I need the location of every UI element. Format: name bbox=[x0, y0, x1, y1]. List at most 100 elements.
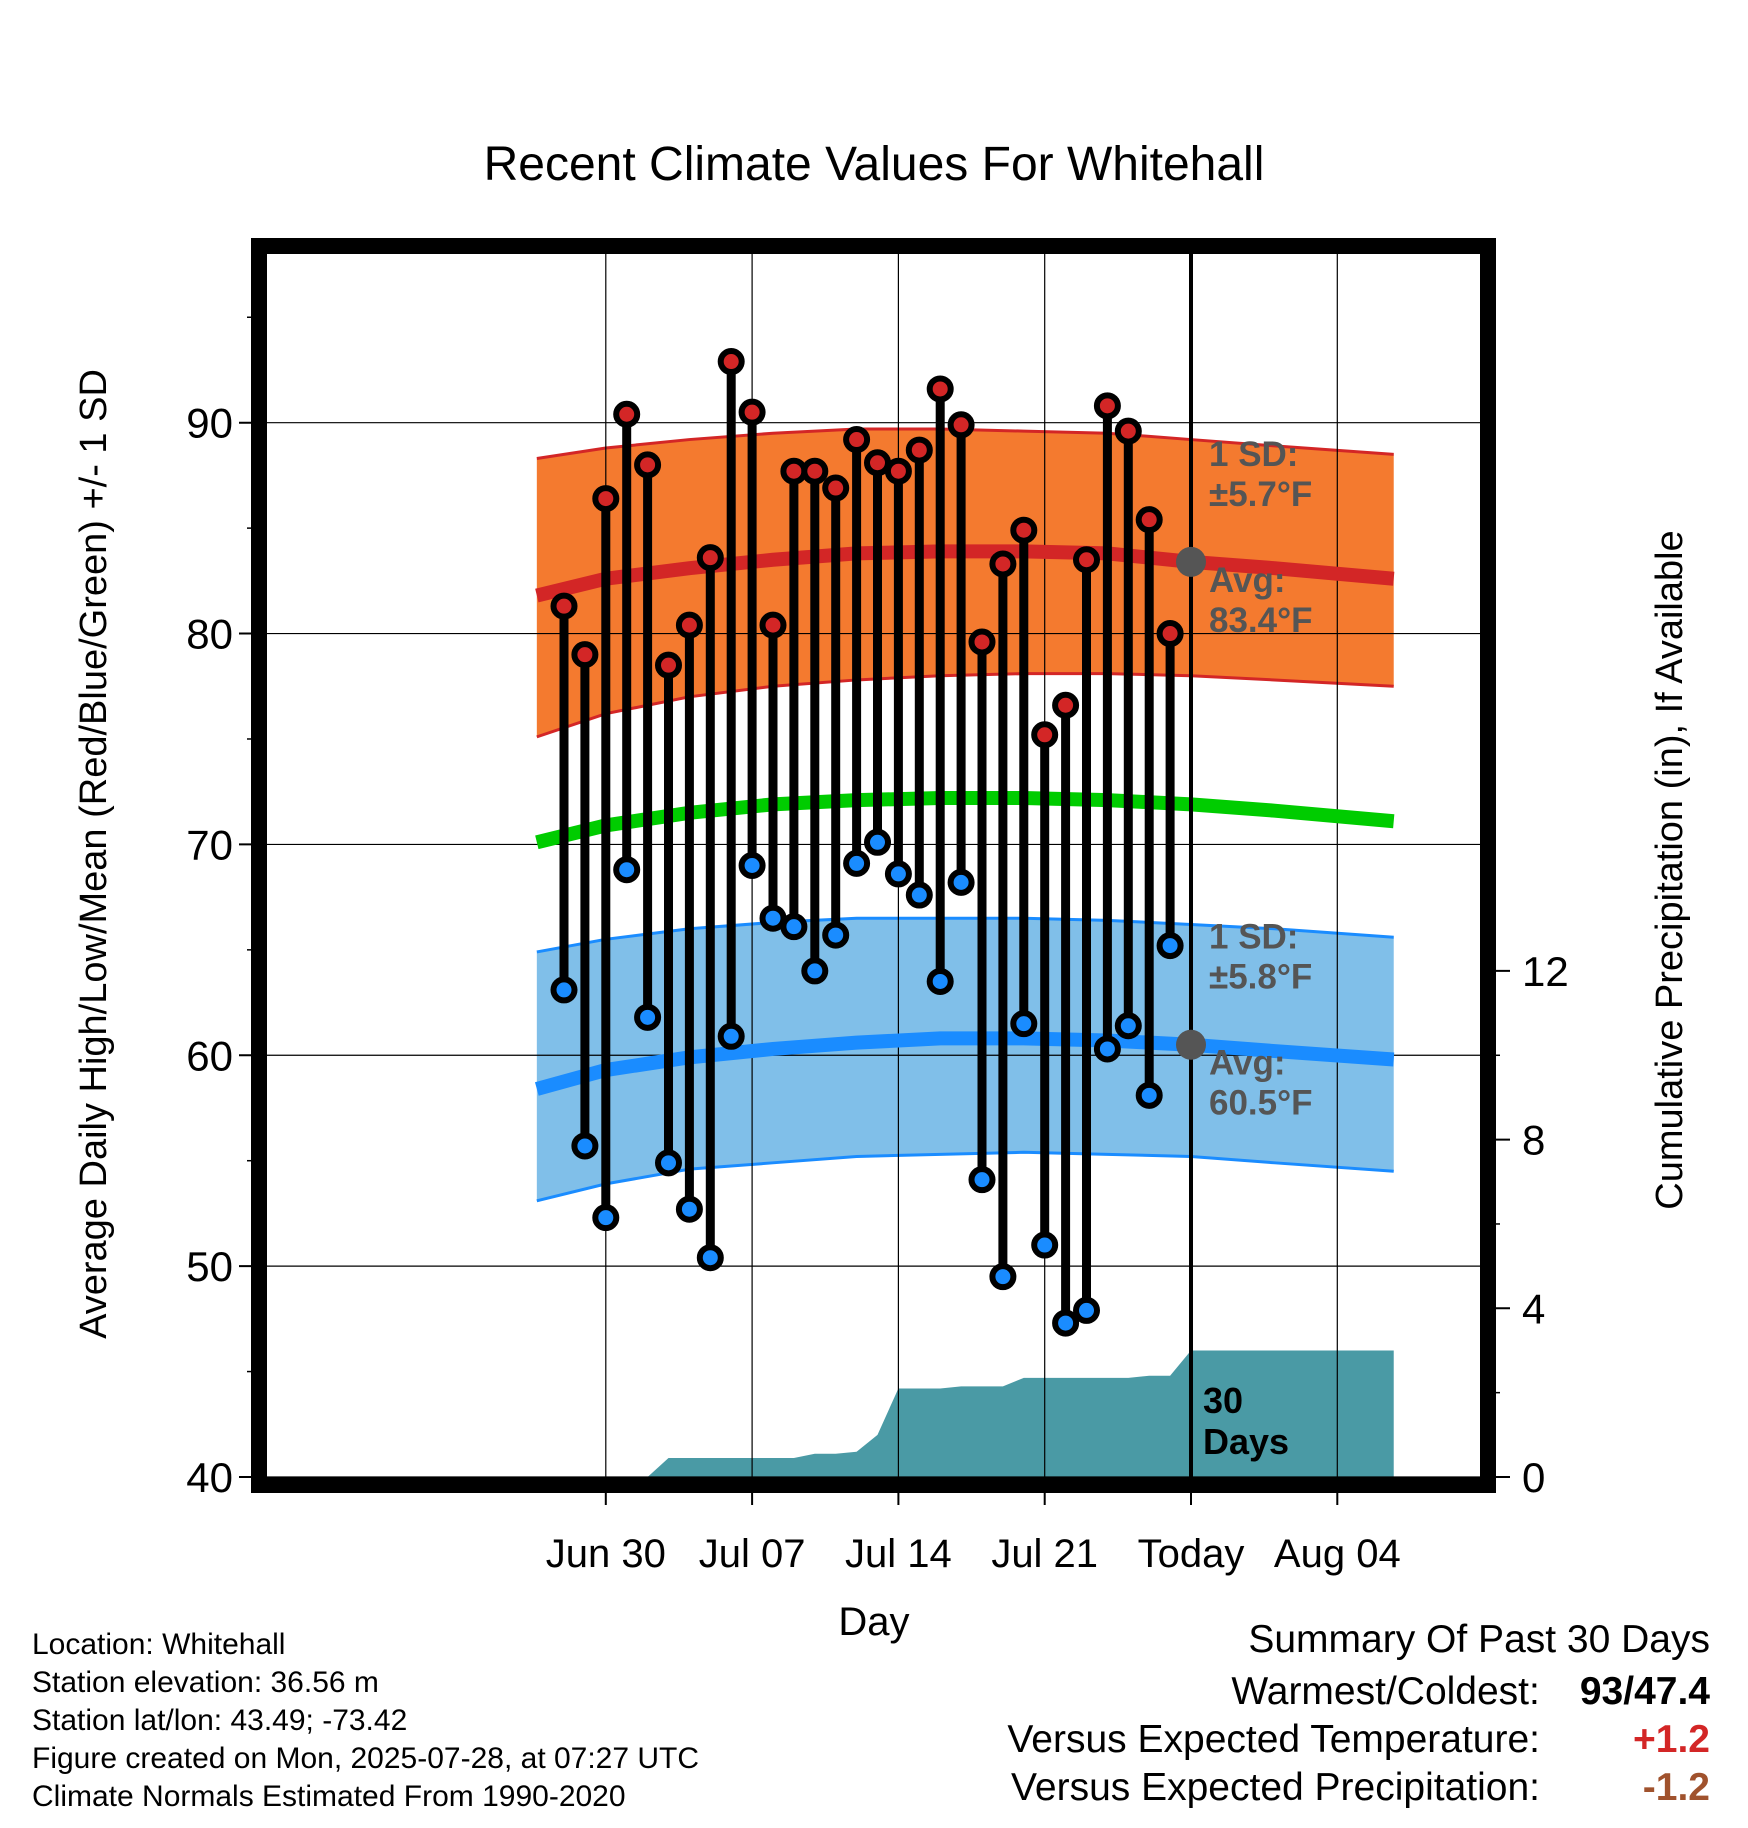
high-avg-label: Avg: bbox=[1209, 561, 1285, 600]
daily-low-point bbox=[550, 976, 578, 1004]
daily-low-point bbox=[905, 881, 933, 909]
precip-area bbox=[536, 1350, 1394, 1477]
daily-low-point bbox=[1010, 1010, 1038, 1038]
daily-low-point bbox=[1156, 932, 1184, 960]
chart-title: Recent Climate Values For Whitehall bbox=[484, 138, 1265, 191]
precip-label: Versus Expected Precipitation: bbox=[1011, 1766, 1540, 1809]
warm-cold-value: 93/47.4 bbox=[1580, 1670, 1710, 1714]
window-label-days: Days bbox=[1203, 1421, 1289, 1462]
daily-high-point bbox=[843, 426, 871, 454]
y2-tick-label: 12 bbox=[1522, 948, 1569, 995]
daily-low-point bbox=[613, 856, 641, 884]
daily-low-point bbox=[989, 1263, 1017, 1291]
daily-low-point bbox=[843, 849, 871, 877]
summary-warm-cold: Warmest/Coldest: 93/47.4 bbox=[1007, 1670, 1710, 1714]
daily-low-point bbox=[759, 904, 787, 932]
y-tick-label: 50 bbox=[186, 1243, 233, 1290]
daily-high-point bbox=[1073, 546, 1100, 574]
daily-low-point bbox=[1073, 1296, 1100, 1324]
temp-label: Versus Expected Temperature: bbox=[1007, 1718, 1540, 1761]
daily-low-point bbox=[801, 957, 829, 985]
daily-low-point bbox=[968, 1166, 996, 1194]
x-tick-label: Today bbox=[1138, 1532, 1245, 1576]
meta-created: Figure created on Mon, 2025-07-28, at 07… bbox=[32, 1742, 700, 1775]
daily-high-point bbox=[550, 592, 578, 620]
daily-low-point bbox=[1135, 1081, 1163, 1109]
daily-low-point bbox=[780, 913, 808, 941]
low-sd-value: ±5.8°F bbox=[1209, 958, 1312, 997]
summary-precip: Versus Expected Precipitation: -1.2 bbox=[1007, 1766, 1710, 1810]
daily-high-point bbox=[822, 474, 850, 502]
daily-high-point bbox=[926, 375, 954, 403]
y-axis-label: Average Daily High/Low/Mean (Red/Blue/Gr… bbox=[73, 369, 115, 1339]
x-tick-label: Jul 07 bbox=[699, 1532, 806, 1576]
daily-low-point bbox=[1093, 1035, 1121, 1063]
today-low-avg-marker bbox=[1176, 1029, 1206, 1060]
summary-title: Summary Of Past 30 Days bbox=[1248, 1618, 1710, 1661]
plot-inner bbox=[267, 254, 1480, 1477]
daily-low-point bbox=[822, 921, 850, 949]
daily-low-point bbox=[947, 868, 975, 896]
y2-axis-label: Cumulative Precipitation (in), If Availa… bbox=[1649, 530, 1691, 1209]
daily-low-point bbox=[592, 1204, 620, 1232]
today-high-avg-marker bbox=[1176, 546, 1206, 577]
low-avg-label: Avg: bbox=[1209, 1044, 1285, 1083]
daily-high-point bbox=[1114, 417, 1142, 445]
y2-tick-label: 0 bbox=[1522, 1454, 1545, 1501]
y-tick-label: 70 bbox=[186, 821, 233, 868]
daily-low-point bbox=[926, 967, 954, 995]
daily-high-point bbox=[884, 457, 912, 485]
summary-temp: Versus Expected Temperature: +1.2 bbox=[1007, 1718, 1710, 1762]
high-sd-value: ±5.7°F bbox=[1209, 475, 1312, 514]
daily-high-point bbox=[571, 641, 599, 669]
x-axis-label: Day bbox=[838, 1600, 909, 1644]
x-tick-label: Jun 30 bbox=[546, 1532, 666, 1576]
daily-high-point bbox=[696, 544, 724, 572]
daily-high-point bbox=[1156, 620, 1184, 648]
daily-high-point bbox=[655, 651, 682, 679]
daily-high-point bbox=[780, 457, 808, 485]
x-tick-label: Jul 14 bbox=[845, 1532, 952, 1576]
daily-high-point bbox=[968, 628, 996, 656]
low-sd-band bbox=[536, 918, 1394, 1201]
daily-low-point bbox=[634, 1003, 662, 1031]
y-tick-label: 60 bbox=[186, 1032, 233, 1079]
low-sd-label: 1 SD: bbox=[1209, 918, 1298, 957]
meta-location: Location: Whitehall bbox=[32, 1628, 286, 1661]
daily-low-point bbox=[696, 1244, 724, 1272]
plot-frame bbox=[251, 238, 1496, 1493]
low-avg-value: 60.5°F bbox=[1209, 1084, 1313, 1123]
meta-elevation: Station elevation: 36.56 m bbox=[32, 1666, 379, 1699]
y-tick-label: 80 bbox=[186, 611, 233, 658]
daily-low-point bbox=[571, 1132, 599, 1160]
meta-latlon: Station lat/lon: 43.49; -73.42 bbox=[32, 1704, 408, 1737]
daily-low-point bbox=[884, 860, 912, 888]
daily-high-point bbox=[989, 550, 1017, 578]
summary-panel: Summary Of Past 30 Days Warmest/Coldest:… bbox=[1007, 1618, 1710, 1810]
y-tick-label: 40 bbox=[186, 1454, 233, 1501]
daily-high-point bbox=[1031, 721, 1059, 749]
daily-low-point bbox=[738, 852, 766, 879]
warm-cold-label: Warmest/Coldest: bbox=[1231, 1670, 1540, 1713]
daily-low-point bbox=[864, 828, 891, 856]
high-sd-label: 1 SD: bbox=[1209, 435, 1298, 474]
daily-high-point bbox=[1052, 691, 1080, 719]
daily-low-point bbox=[1114, 1012, 1142, 1040]
station-metadata: Location: Whitehall Station elevation: 3… bbox=[32, 1626, 699, 1816]
daily-high-point bbox=[675, 611, 703, 639]
daily-high-point bbox=[738, 398, 766, 426]
daily-high-point bbox=[801, 457, 829, 485]
warm-cold-slash: / bbox=[1623, 1670, 1635, 1713]
daily-high-point bbox=[592, 485, 620, 513]
daily-high-point bbox=[613, 400, 641, 428]
daily-high-point bbox=[759, 611, 787, 639]
x-tick-label: Aug 04 bbox=[1274, 1532, 1401, 1576]
daily-high-point bbox=[864, 449, 891, 477]
y2-tick-label: 8 bbox=[1522, 1117, 1545, 1164]
daily-low-point bbox=[1031, 1231, 1059, 1259]
y-tick-label: 90 bbox=[186, 400, 233, 447]
daily-high-point bbox=[1135, 506, 1163, 534]
daily-high-point bbox=[905, 436, 933, 464]
